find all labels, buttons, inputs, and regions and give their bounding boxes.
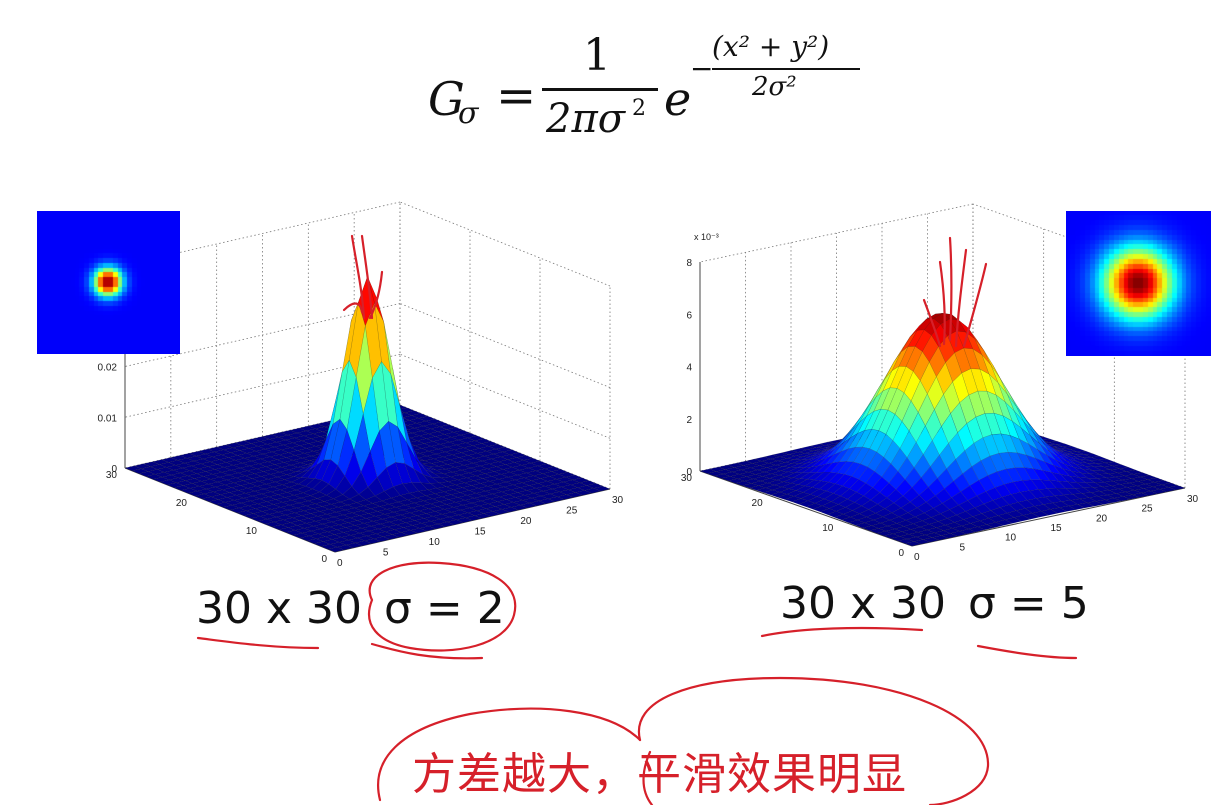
x-tick-label: 15	[475, 527, 487, 538]
formula-fraction-bar	[542, 88, 658, 91]
grid-line	[399, 353, 611, 439]
y-axis-line	[699, 470, 913, 547]
surface	[124, 276, 611, 553]
y-tick-label: 20	[752, 498, 764, 509]
grid-line	[399, 303, 611, 388]
heatmap-inset-sigma-2	[37, 211, 180, 354]
z-tick-label: 0.02	[98, 363, 118, 374]
z-tick-label: 0	[686, 467, 692, 478]
surface-patch	[904, 541, 922, 547]
caption-size-right: 30 x 30	[780, 578, 946, 629]
y-tick-label: 20	[176, 498, 188, 509]
x-tick-label: 10	[1005, 533, 1017, 544]
x-tick-label: 20	[520, 516, 532, 527]
z-tick-label: 4	[686, 363, 692, 374]
formula-exponent-fraction-bar	[712, 68, 860, 70]
grid-line	[399, 201, 611, 287]
formula-lhs-subscript: σ	[458, 96, 479, 131]
y-tick-label: 0	[321, 554, 327, 565]
z-tick-label: 0.01	[98, 413, 118, 424]
formula-base: e	[664, 72, 692, 126]
formula-equals: =	[496, 68, 537, 124]
y-tick-label: 30	[106, 470, 118, 481]
x-tick-label: 30	[1187, 494, 1199, 505]
x-tick-label: 20	[1096, 513, 1108, 524]
y-tick-label: 30	[681, 473, 693, 484]
y-tick-label: 10	[822, 523, 834, 534]
formula-exponent-numerator: (x² + y²)	[712, 30, 830, 63]
caption-size-left: 30 x 30	[196, 583, 362, 634]
formula-exponent-sign: −	[690, 52, 714, 85]
grid-line	[124, 201, 401, 266]
x-tick-label: 30	[612, 495, 624, 506]
x-tick-label: 25	[566, 506, 578, 517]
formula-denominator-exponent: 2	[632, 96, 646, 121]
y-tick-label: 0	[898, 548, 904, 559]
x-tick-label: 15	[1051, 523, 1063, 534]
caption-sigma-left: σ = 2	[384, 583, 505, 634]
formula-numerator: 1	[583, 30, 611, 81]
heatmap-inset-sigma-5	[1066, 211, 1211, 356]
caption-sigma-right: σ = 5	[968, 578, 1089, 629]
x-tick-label: 10	[429, 537, 441, 548]
formula-denominator: 2πσ	[546, 96, 626, 142]
annotation-note: 方差越大，平滑效果明显	[412, 749, 907, 800]
grid-line	[124, 353, 401, 418]
x-tick-label: 0	[337, 558, 343, 569]
x-tick-label: 5	[960, 542, 966, 553]
x-tick-label: 25	[1142, 504, 1154, 515]
y-tick-label: 10	[246, 526, 258, 537]
x-axis-line	[911, 487, 1186, 547]
formula-exponent-denominator: 2σ²	[752, 72, 797, 102]
z-tick-label: 6	[686, 310, 692, 321]
gaussian-formula: G σ = 1 2πσ 2 e − (x² + y²) 2σ²	[0, 0, 1232, 170]
z-tick-label: 2	[686, 415, 692, 426]
surface-patch	[327, 546, 345, 553]
z-exponent-label: x 10⁻³	[694, 232, 719, 242]
formula-lhs: G	[428, 72, 465, 126]
x-tick-label: 5	[383, 548, 389, 559]
x-tick-label: 0	[914, 552, 920, 563]
surface	[699, 313, 1186, 547]
axis-lines	[699, 262, 1186, 547]
z-tick-label: 8	[686, 258, 692, 269]
z-tick-label: 0	[111, 464, 117, 475]
